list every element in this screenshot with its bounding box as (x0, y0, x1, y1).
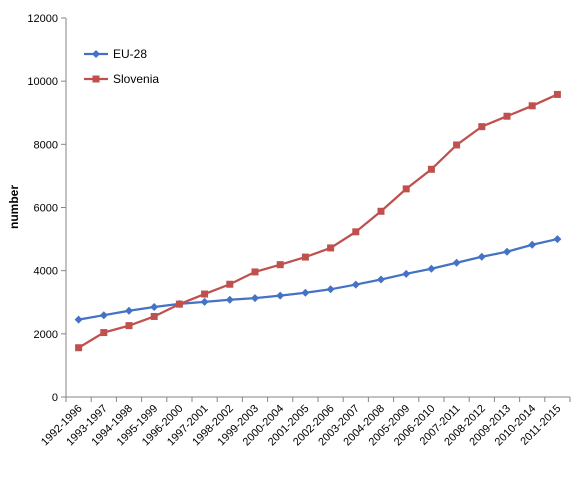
legend-marker (92, 50, 100, 58)
data-point (150, 312, 158, 320)
series-area (74, 90, 562, 352)
data-point (301, 288, 310, 297)
series-line (78, 93, 558, 349)
data-point (351, 280, 360, 289)
data-point (276, 261, 284, 269)
series-eu-28 (74, 235, 562, 324)
legend-label: Slovenia (113, 72, 159, 86)
data-point (326, 285, 335, 294)
data-point (503, 112, 511, 120)
data-point (125, 322, 133, 330)
y-tick-label: 12000 (27, 13, 58, 25)
data-point (226, 280, 234, 288)
legend-entry: Slovenia (84, 72, 159, 86)
data-point (352, 228, 360, 236)
y-axis: 0 2000 4000 6000 8000 10000 12000 (27, 13, 67, 404)
y-axis-label: number (7, 185, 21, 229)
data-point (427, 165, 435, 173)
data-point (276, 291, 285, 300)
data-point (327, 244, 335, 252)
data-point (251, 294, 259, 303)
y-tick-label: 0 (52, 392, 58, 404)
data-point (402, 185, 410, 193)
data-point (528, 102, 536, 110)
data-point (478, 123, 486, 131)
data-point (553, 235, 562, 244)
data-point (553, 90, 561, 98)
data-point (175, 300, 183, 308)
data-point (377, 275, 385, 284)
data-point (402, 269, 411, 278)
data-point (301, 253, 309, 261)
data-point (427, 264, 436, 273)
data-point (251, 268, 259, 276)
data-point (452, 258, 461, 267)
data-point (201, 290, 209, 298)
x-axis: 1992-19961993-19971994-19981995-19991996… (39, 396, 571, 448)
legend-marker (92, 75, 100, 83)
data-point (200, 297, 209, 306)
y-tick-label: 10000 (27, 76, 58, 88)
data-point (528, 240, 537, 249)
series-slovenia (75, 90, 561, 352)
data-point (74, 315, 83, 324)
data-point (100, 329, 108, 337)
data-point (453, 141, 461, 149)
data-point (75, 344, 83, 352)
legend-entry: EU-28 (84, 47, 147, 61)
data-point (477, 252, 486, 261)
y-tick-label: 8000 (34, 139, 58, 151)
y-tick-label: 4000 (34, 266, 58, 278)
y-tick-label: 6000 (34, 203, 58, 215)
series-line (78, 237, 558, 321)
data-point (377, 207, 385, 215)
legend-label: EU-28 (113, 47, 147, 61)
data-point (150, 302, 159, 311)
data-point (99, 311, 108, 320)
legend: EU-28 Slovenia (84, 47, 159, 86)
data-point (225, 295, 234, 304)
y-tick-label: 2000 (34, 329, 58, 341)
data-point (125, 306, 133, 315)
data-point (503, 247, 511, 256)
